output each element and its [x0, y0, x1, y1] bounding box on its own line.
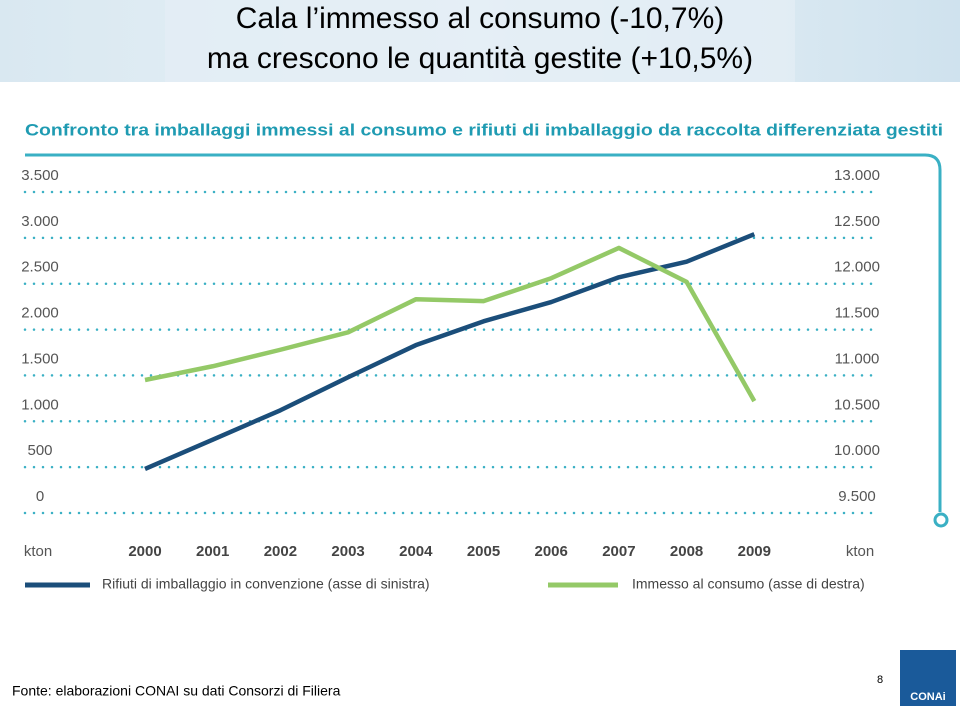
x-tick-label: 2007 — [602, 543, 635, 560]
source-note: Fonte: elaborazioni CONAI su dati Consor… — [12, 683, 341, 699]
x-tick-label: 2006 — [535, 543, 568, 560]
header-panel — [165, 0, 795, 82]
legend-label: Immesso al consumo (asse di destra) — [632, 576, 865, 592]
y2-tick-label: 13.000 — [834, 167, 880, 184]
y2-tick-label: 10.500 — [834, 396, 880, 413]
logo-text: CONAi — [910, 691, 945, 703]
y-tick-label: 1.000 — [21, 396, 59, 413]
y-tick-label: 2.500 — [21, 259, 59, 276]
y2-tick-label: 12.000 — [834, 259, 880, 276]
y2-tick-label: 11.500 — [835, 305, 880, 322]
x-tick-label: 2009 — [738, 543, 771, 560]
y-tick-label: 2.000 — [21, 305, 59, 322]
y-tick-label: 500 — [27, 442, 52, 459]
x-tick-label: 2008 — [670, 543, 703, 560]
y-axis-unit: kton — [24, 543, 52, 560]
slide-title-line: Cala l’immesso al consumo (-10,7%) — [236, 2, 725, 35]
chart-title: Confronto tra imballaggi immessi al cons… — [25, 120, 943, 139]
x-tick-label: 2001 — [196, 543, 229, 560]
decor-line — [25, 153, 942, 512]
x-tick-label: 2004 — [399, 543, 433, 560]
x-tick-label: 2003 — [331, 543, 364, 560]
y-tick-label: 3.500 — [21, 167, 59, 184]
y2-tick-label: 9.500 — [838, 488, 876, 505]
y-tick-label: 3.000 — [21, 213, 59, 230]
slide-title-line: ma crescono le quantità gestite (+10,5%) — [207, 42, 753, 75]
y-tick-label: 1.500 — [21, 350, 59, 367]
x-tick-label: 2000 — [128, 543, 161, 560]
logo-box — [900, 650, 956, 706]
x-tick-label: 2002 — [264, 543, 297, 560]
y2-tick-label: 12.500 — [834, 213, 880, 230]
decor-circle — [933, 512, 949, 528]
series-line — [144, 232, 756, 472]
y2-axis-unit: kton — [846, 543, 874, 560]
series-line — [144, 245, 757, 403]
page-number: 8 — [877, 674, 883, 686]
y-tick-label: 0 — [36, 488, 44, 505]
x-tick-label: 2005 — [467, 543, 500, 560]
legend-label: Rifiuti di imballaggio in convenzione (a… — [102, 576, 430, 592]
y2-tick-label: 11.000 — [835, 350, 880, 367]
y2-tick-label: 10.000 — [834, 442, 880, 459]
